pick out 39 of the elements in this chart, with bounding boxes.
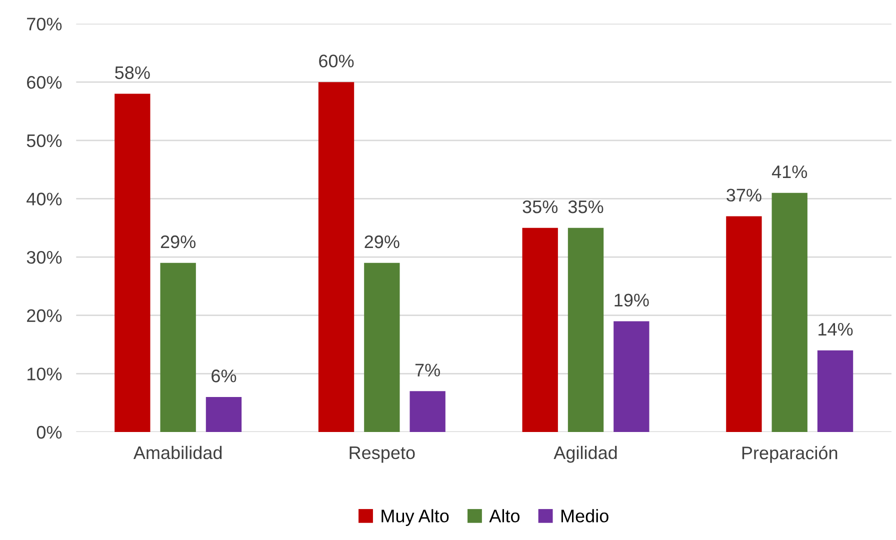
y-tick-label: 60% — [27, 76, 62, 89]
data-label: 41% — [772, 166, 808, 178]
y-tick-label: 70% — [27, 18, 62, 30]
data-label: 6% — [212, 370, 236, 382]
data-label: 29% — [364, 235, 400, 248]
x-tick-label: Amabilidad — [133, 446, 222, 460]
x-tick-label: Respeto — [350, 446, 415, 463]
bar — [817, 350, 854, 432]
legend-label: Alto — [489, 509, 520, 522]
x-tick-label: Agilidad — [554, 446, 617, 463]
bar — [160, 262, 196, 432]
legend-label: Medio — [561, 509, 608, 522]
bar — [614, 321, 650, 432]
y-tick-label: 0% — [36, 426, 62, 439]
data-label: 60% — [319, 54, 354, 68]
bar — [206, 397, 242, 432]
x-tick-label: Preparación — [742, 446, 838, 463]
bar — [318, 82, 354, 432]
y-tick-label: 20% — [27, 309, 62, 322]
legend-label: Muy Alto — [382, 509, 449, 526]
y-tick-label: 50% — [26, 134, 62, 148]
data-label: 29% — [160, 235, 196, 248]
data-label: 19% — [614, 294, 649, 307]
data-label: 35% — [522, 200, 558, 214]
bar — [568, 228, 604, 432]
y-tick-label: 40% — [26, 192, 62, 206]
data-label: 58% — [115, 66, 150, 80]
bar — [410, 391, 446, 432]
data-label: 35% — [568, 200, 604, 214]
data-label: 37% — [726, 188, 762, 202]
y-tick-label: 30% — [26, 250, 62, 264]
data-label: 14% — [818, 322, 853, 336]
bar — [522, 228, 558, 432]
bar — [114, 94, 150, 432]
bar — [726, 216, 762, 432]
data-label: 7% — [415, 364, 440, 376]
bar — [364, 262, 400, 432]
y-tick-label: 10% — [28, 368, 62, 380]
bar — [772, 192, 808, 432]
